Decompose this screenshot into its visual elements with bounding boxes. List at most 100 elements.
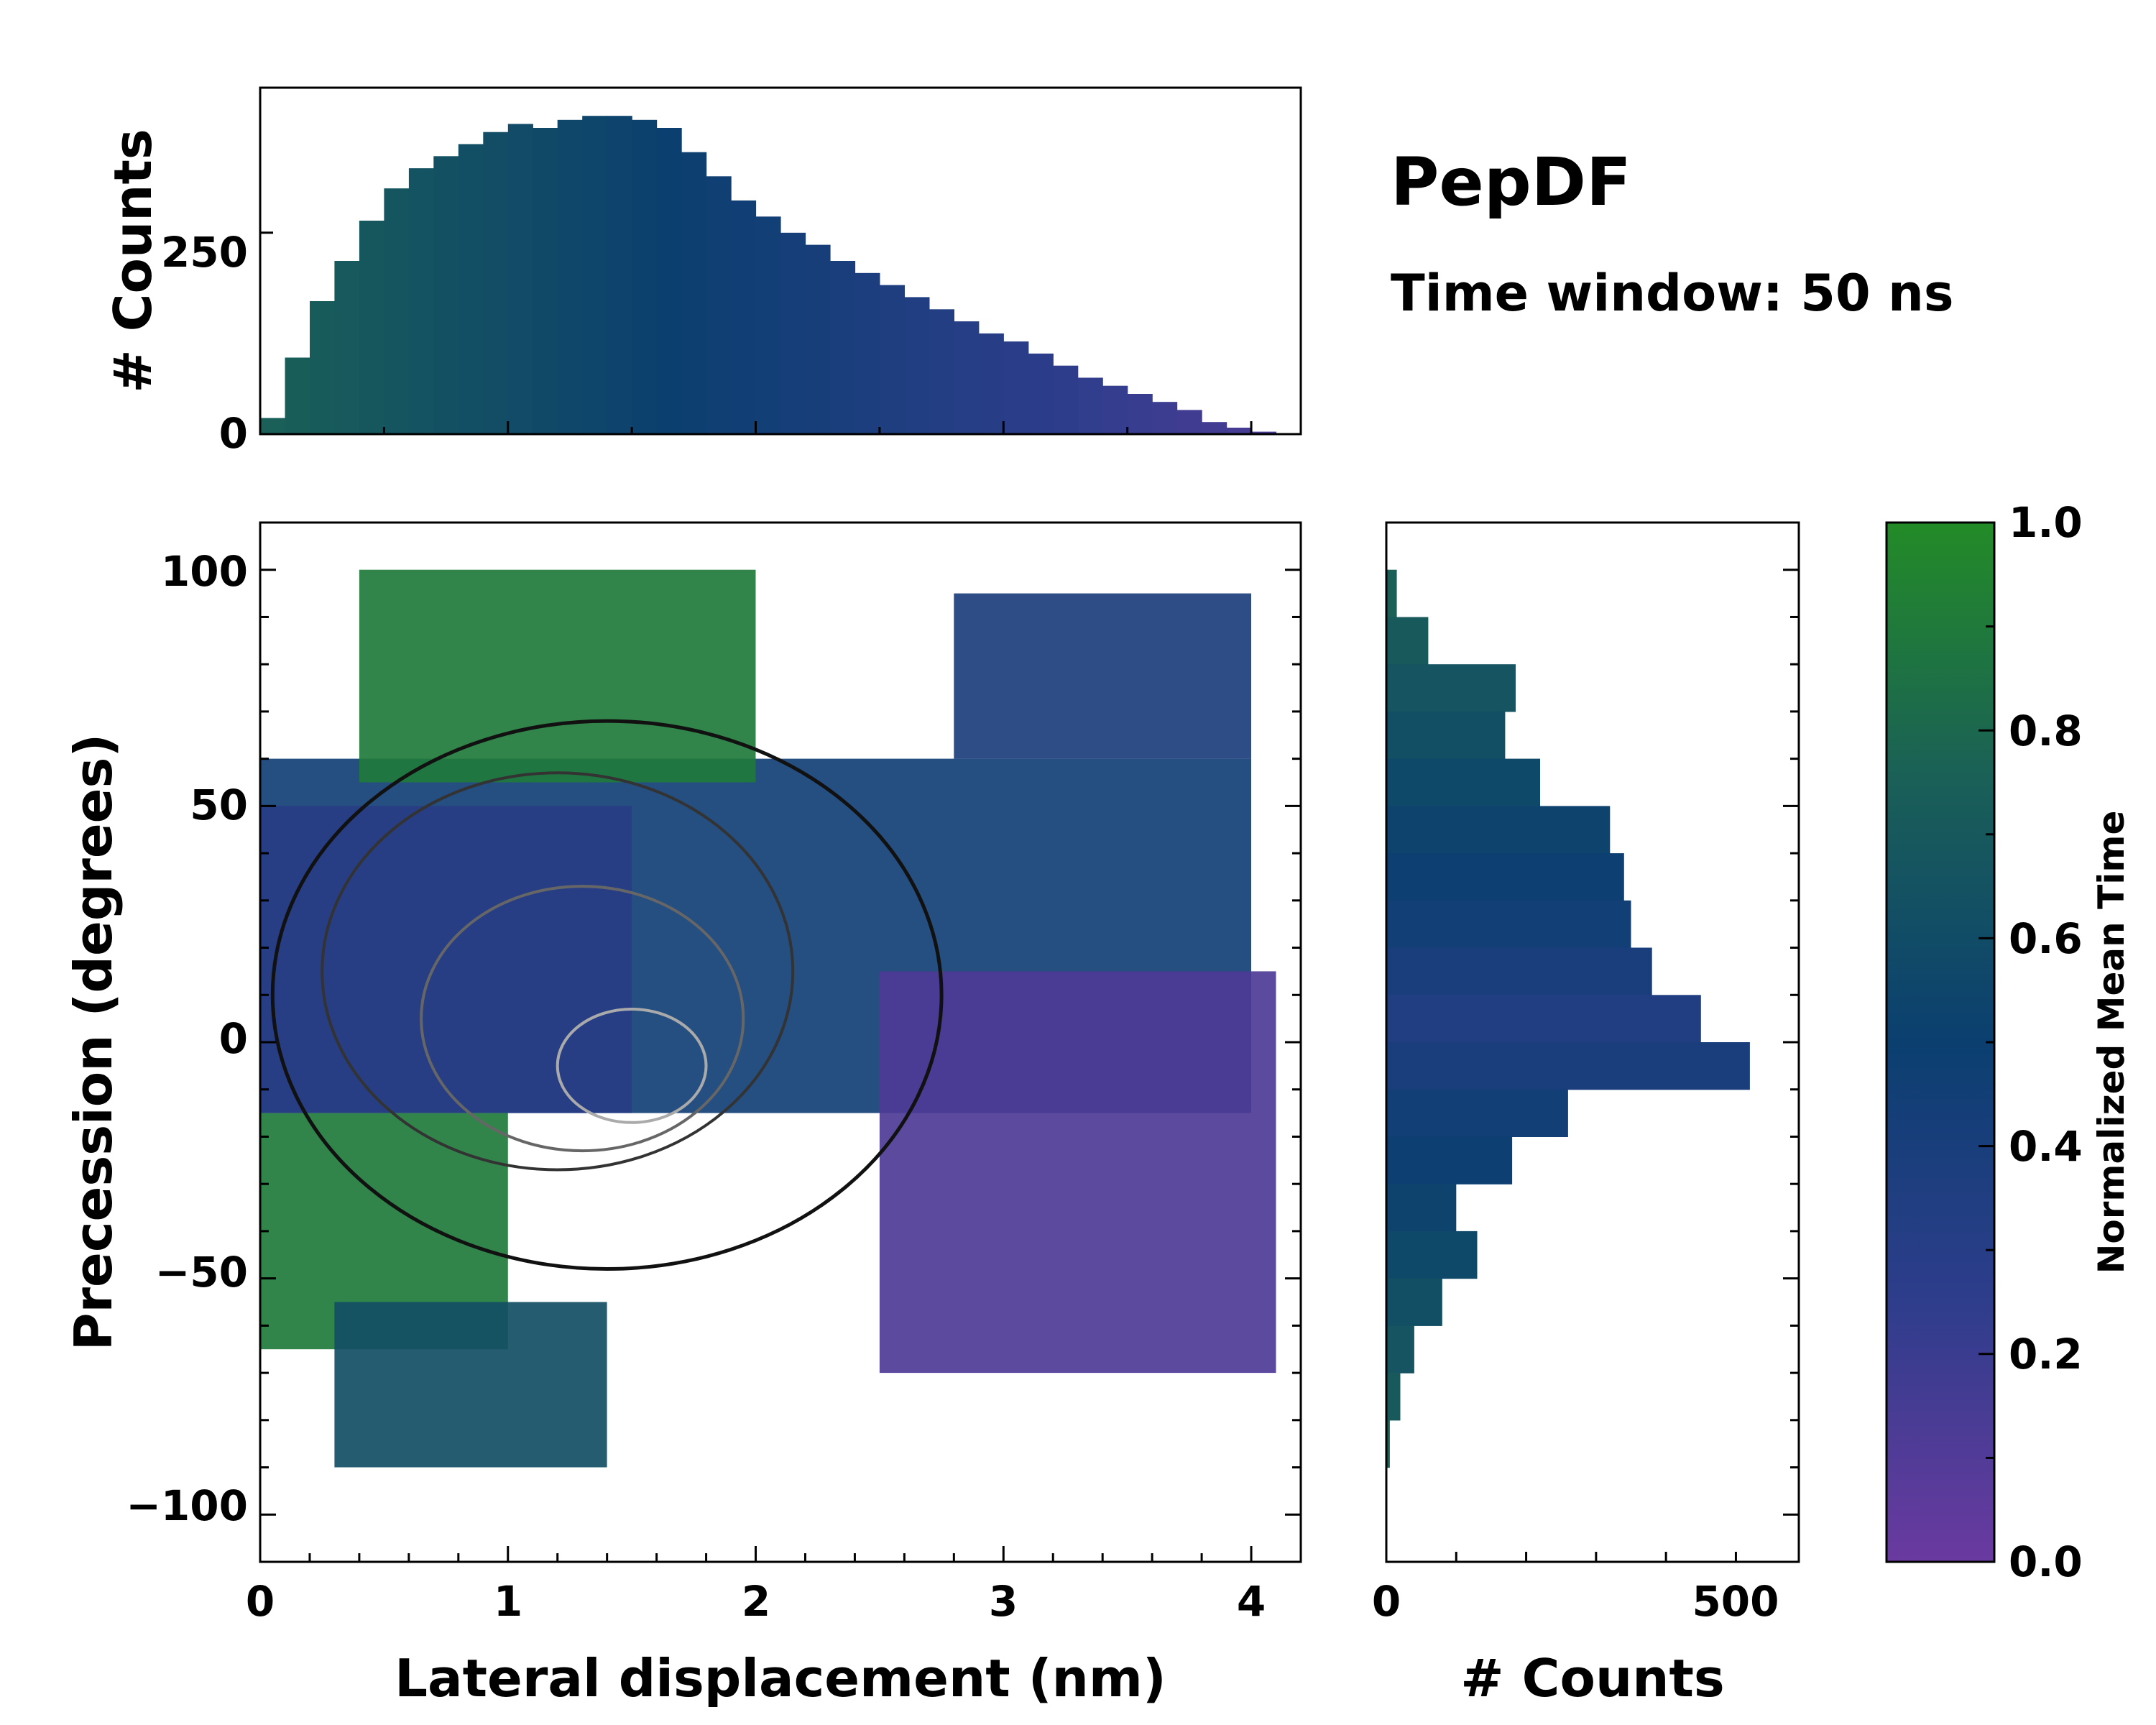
right-histogram-bar xyxy=(1386,1089,1568,1137)
right-histogram-bar xyxy=(1386,758,1540,806)
right-histogram-ticks xyxy=(1385,569,1799,1562)
top-histogram-bar xyxy=(1077,377,1103,434)
right-histogram-bars xyxy=(1386,569,1750,1468)
top-histogram-bar xyxy=(904,297,930,434)
top-histogram-bar xyxy=(1028,353,1054,434)
top-histogram-bar xyxy=(978,333,1004,434)
density-contours xyxy=(270,719,944,1271)
top-histogram-ylabel: # Counts xyxy=(103,129,163,393)
top-histogram-bars xyxy=(260,116,1277,435)
top-histogram-bar xyxy=(755,216,781,434)
density-contour xyxy=(270,719,944,1271)
top-ytick-0: 0 xyxy=(219,409,248,458)
cbtick-0.2: 0.2 xyxy=(2009,1330,2083,1379)
top-histogram-bar xyxy=(879,285,905,434)
top-histogram-bar xyxy=(1226,428,1252,434)
heatmap-region xyxy=(879,971,1276,1374)
heatmap-region xyxy=(359,569,756,783)
top-histogram-bar xyxy=(384,188,410,434)
top-histogram-bar xyxy=(458,144,484,434)
heatmap-region xyxy=(260,806,632,1113)
right-histogram-bar xyxy=(1386,853,1624,901)
top-histogram-bar xyxy=(260,418,286,434)
top-histogram-bar xyxy=(582,116,608,434)
right-histogram-bar xyxy=(1386,900,1631,949)
right-xtick-0: 0 xyxy=(1372,1577,1401,1626)
right-histogram-bar xyxy=(1386,1420,1390,1468)
top-histogram-bar xyxy=(805,244,831,434)
right-histogram-bar xyxy=(1386,947,1652,995)
cbtick-1.0: 1.0 xyxy=(2009,498,2083,547)
right-histogram-bar xyxy=(1386,1278,1442,1326)
top-histogram-bar xyxy=(1152,402,1178,434)
colorbar-ticks xyxy=(1978,521,1994,1563)
density-contour xyxy=(321,771,795,1172)
right-histogram-bar xyxy=(1386,1373,1401,1421)
top-histogram-bar xyxy=(1102,385,1128,434)
density-contour xyxy=(420,885,745,1153)
top-histogram-bar xyxy=(681,152,707,434)
top-histogram-bar xyxy=(780,232,806,434)
top-histogram-bar xyxy=(359,221,384,434)
right-histogram-bar xyxy=(1386,806,1611,854)
right-histogram-bar xyxy=(1386,1136,1513,1184)
heatmap-xlabel: Lateral displacement (nm) xyxy=(395,1648,1166,1708)
density-contour xyxy=(556,1008,708,1124)
top-histogram-bar xyxy=(483,132,509,434)
top-histogram-bar xyxy=(1127,394,1153,434)
top-histogram-bar xyxy=(1053,365,1079,434)
ytick-50: 50 xyxy=(190,781,248,829)
top-histogram-bar xyxy=(334,261,360,434)
colorbar: 0.0 0.2 0.4 0.6 0.8 1.0 Normalized Mean … xyxy=(1885,498,2132,1586)
top-histogram-bar xyxy=(830,261,856,434)
top-histogram-ticks xyxy=(259,231,1253,436)
ytick-minus50: −50 xyxy=(155,1248,248,1297)
top-histogram-bar xyxy=(1176,410,1202,434)
right-histogram-bar xyxy=(1386,1230,1478,1279)
top-histogram-bar xyxy=(632,119,658,435)
cbtick-0.8: 0.8 xyxy=(2009,707,2083,755)
cbtick-0.4: 0.4 xyxy=(2009,1122,2083,1171)
right-histogram-bar xyxy=(1386,569,1397,617)
xtick-2: 2 xyxy=(742,1577,770,1626)
heatmap-region xyxy=(954,593,1251,759)
right-histogram-bar xyxy=(1386,664,1516,712)
right-histogram-bar xyxy=(1386,617,1429,665)
top-histogram-bar xyxy=(1251,431,1277,434)
top-histogram-bar xyxy=(706,176,732,435)
cbtick-0.6: 0.6 xyxy=(2009,914,2083,963)
heatmap-region xyxy=(334,1302,607,1468)
top-histogram-bar xyxy=(408,168,434,434)
top-histogram-frame xyxy=(259,86,1302,436)
top-histogram-bar xyxy=(656,128,682,434)
ytick-100: 100 xyxy=(161,547,248,596)
top-histogram-bar xyxy=(1202,422,1227,434)
xtick-4: 4 xyxy=(1237,1577,1266,1626)
top-histogram-bar xyxy=(731,200,757,434)
top-histogram-bar xyxy=(507,124,533,434)
top-histogram-bar xyxy=(929,309,954,434)
top-histogram-bar xyxy=(433,156,459,435)
top-histogram-bar xyxy=(854,272,880,434)
top-histogram-panel: 0 250 # Counts xyxy=(103,86,1302,458)
top-histogram-bar xyxy=(557,119,583,435)
top-histogram-bar xyxy=(1003,341,1029,434)
colorbar-label: Normalized Mean Time xyxy=(2091,811,2132,1274)
xtick-3: 3 xyxy=(989,1577,1018,1626)
cbtick-0.0: 0.0 xyxy=(2009,1537,2083,1586)
top-histogram-bar xyxy=(285,357,310,434)
top-histogram-bar xyxy=(607,116,632,434)
right-histogram-bar xyxy=(1386,1325,1414,1374)
right-histogram-panel: 0 500 # Counts xyxy=(1372,521,1800,1708)
xtick-0: 0 xyxy=(246,1577,275,1626)
top-ytick-250: 250 xyxy=(161,228,248,277)
top-histogram-bar xyxy=(533,128,558,434)
right-histogram-bar xyxy=(1386,711,1506,760)
heatmap-ylabel: Precession (degrees) xyxy=(63,734,124,1351)
plot-subtitle: Time window: 50 ns xyxy=(1391,264,1954,323)
ytick-minus100: −100 xyxy=(126,1481,248,1530)
right-histogram-bar xyxy=(1386,995,1701,1043)
ytick-0: 0 xyxy=(219,1014,248,1063)
right-histogram-xlabel: # Counts xyxy=(1460,1648,1725,1708)
